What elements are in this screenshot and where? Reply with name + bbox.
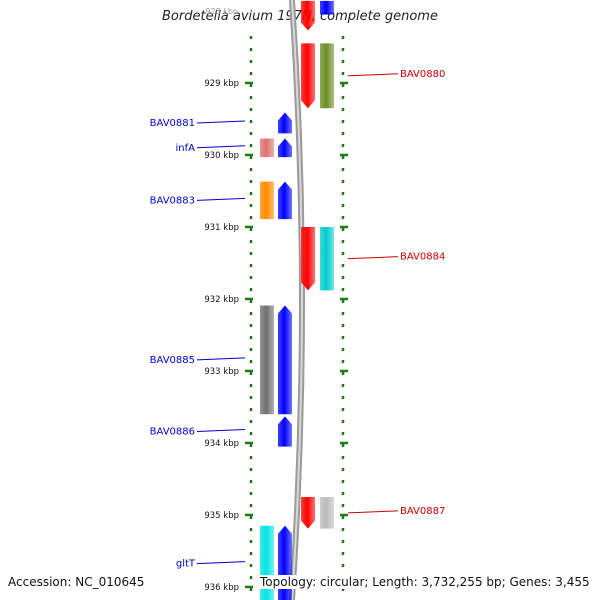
genome-title: Bordetella avium 197N, complete genome [162, 9, 438, 24]
gene-arrow [301, 497, 315, 529]
gene-leader-line [347, 73, 399, 77]
gene-label-gltt: gltT [176, 559, 196, 570]
gene-arrow-bav0881 [278, 112, 292, 134]
ruler-tick-label: 932 kbp [204, 295, 239, 305]
topology-summary: Topology: circular; Length: 3,732,255 bp… [260, 575, 590, 589]
ruler-tick-label: 934 kbp [204, 439, 239, 449]
gene-arrow-bav0883 [260, 181, 274, 220]
ruler-tick-label: 935 kbp [204, 511, 239, 521]
gene-arrow-bav0884 [320, 227, 334, 291]
gene-leader-line [196, 428, 246, 432]
gene-leader-line [347, 510, 399, 514]
gene-arrow-bav0886 [278, 416, 292, 447]
gene-label-bav0883: BAV0883 [150, 195, 195, 206]
ruler-tick-label-partial: 928 kbp [205, 7, 238, 16]
gene-arrow [301, 0, 315, 31]
gene-arrow [278, 305, 292, 415]
gene-arrow [260, 138, 274, 158]
gene-leader-line [347, 256, 399, 260]
gene-arrow [301, 43, 315, 109]
gene-arrow [320, 0, 334, 15]
gene-label-bav0880: BAV0880 [400, 69, 445, 80]
gene-arrow-infa [278, 138, 292, 158]
gene-arrow [301, 227, 315, 291]
accession-label: Accession: NC_010645 [8, 575, 145, 589]
gene-label-bav0881: BAV0881 [150, 118, 195, 129]
ruler-tick-label: 930 kbp [204, 151, 239, 161]
genome-backbone-highlight [291, 0, 303, 600]
ruler-tick-label: 931 kbp [204, 223, 239, 233]
gene-leader-line [196, 561, 246, 565]
gene-label-bav0885: BAV0885 [150, 355, 195, 366]
gene-leader-line [196, 145, 246, 149]
gene-arrow-bav0887 [320, 497, 334, 529]
ruler-tick-label: 929 kbp [204, 79, 239, 89]
gene-label-bav0886: BAV0886 [150, 426, 195, 437]
ruler-tick-label: 936 kbp [204, 583, 239, 593]
gene-arrow-bav0880 [320, 43, 334, 109]
gene-leader-line [196, 357, 246, 361]
gene-label-bav0887: BAV0887 [400, 506, 445, 517]
gene-arrow [278, 181, 292, 220]
gene-label-infa: infA [176, 143, 196, 154]
gene-label-bav0884: BAV0884 [400, 252, 445, 263]
gene-arrow-bav0885 [260, 305, 274, 415]
ruler-tick-label: 933 kbp [204, 367, 239, 377]
gene-leader-line [196, 120, 246, 124]
gene-leader-line [196, 197, 246, 201]
